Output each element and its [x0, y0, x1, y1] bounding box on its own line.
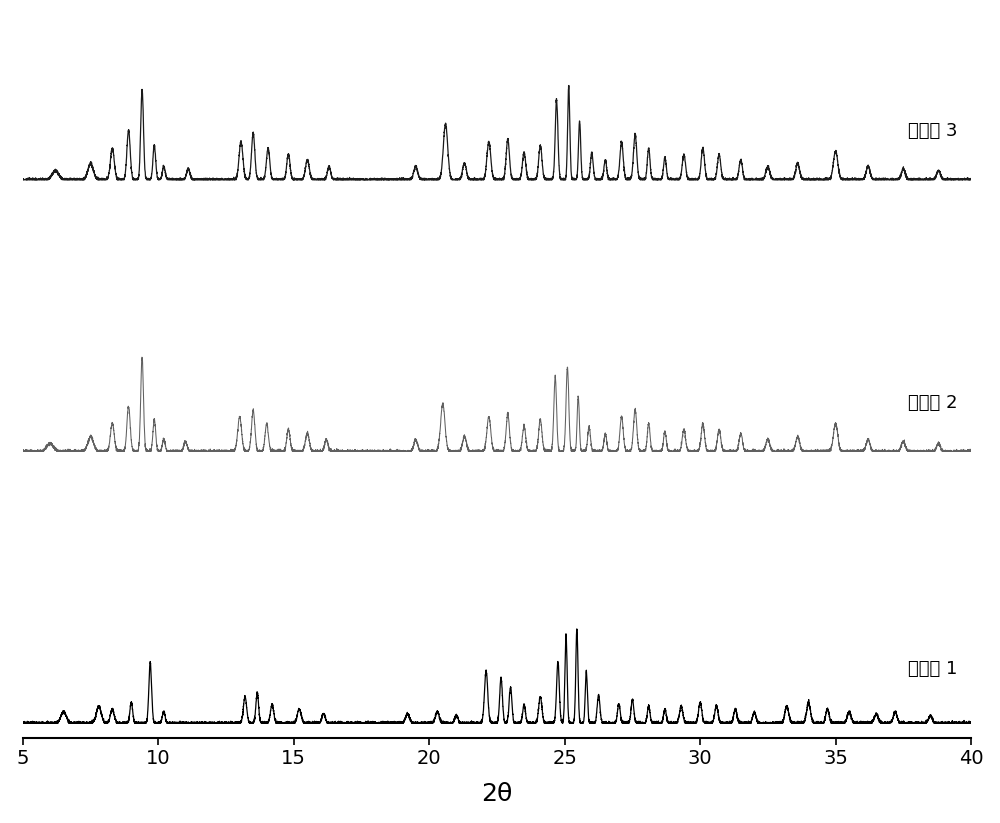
X-axis label: 2θ: 2θ	[481, 783, 513, 807]
Text: 实施例 1: 实施例 1	[908, 660, 957, 678]
Text: 实施例 3: 实施例 3	[908, 122, 957, 140]
Text: 实施例 2: 实施例 2	[908, 393, 957, 412]
